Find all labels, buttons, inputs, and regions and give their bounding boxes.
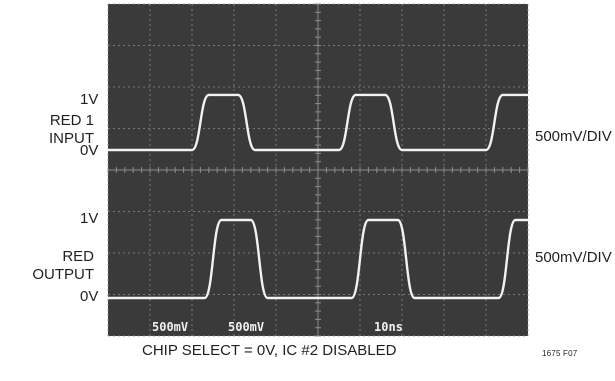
figure-id: 1675 F07 xyxy=(542,349,578,358)
trace2-high-label: 1V xyxy=(80,210,99,227)
trace-1-waveform xyxy=(106,93,530,152)
trace1-high-label: 1V xyxy=(80,91,99,108)
readout-timebase: 10ns xyxy=(374,320,403,334)
trace2-label-line2: OUTPUT xyxy=(32,266,94,283)
readout-ch2-scale: 500mV xyxy=(228,320,264,334)
trace1-label-line2: INPUT xyxy=(49,130,94,147)
trace2-label-line1: RED xyxy=(62,248,94,265)
readout-ch1-scale: 500mV xyxy=(152,320,188,334)
trace2-scale: 500mV/DIV xyxy=(535,249,612,266)
graticule xyxy=(107,3,529,337)
trace1-label-line1: RED 1 xyxy=(49,112,94,129)
trace1-low-label: 0V xyxy=(80,142,99,159)
trace-2-waveform xyxy=(106,218,530,300)
trace1-label: RED 1 INPUT xyxy=(49,112,94,148)
waveform-traces xyxy=(106,93,530,300)
trace2-label: RED OUTPUT xyxy=(32,248,94,284)
trace2-low-label: 0V xyxy=(80,288,99,305)
trace1-scale: 500mV/DIV xyxy=(535,128,612,145)
figure-caption: CHIP SELECT = 0V, IC #2 DISABLED xyxy=(142,342,397,359)
